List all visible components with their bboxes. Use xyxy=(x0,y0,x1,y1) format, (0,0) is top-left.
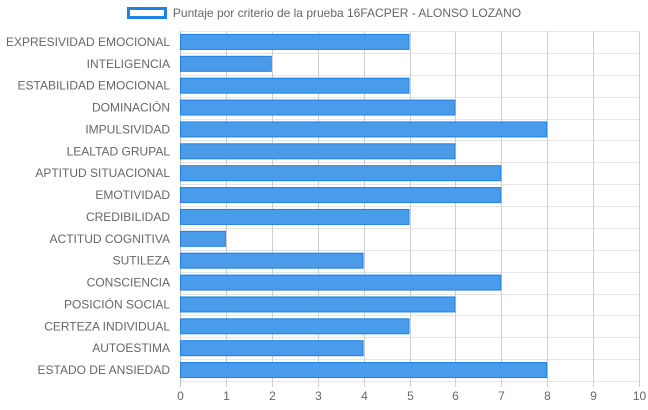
x-tick-label: 0 xyxy=(177,389,184,403)
category-label: SUTILEZA xyxy=(113,254,170,268)
bar[interactable] xyxy=(180,318,410,335)
x-tick-label: 9 xyxy=(590,389,597,403)
bar[interactable] xyxy=(180,362,548,379)
category-label: CONSCIENCIA xyxy=(87,276,170,290)
bar[interactable] xyxy=(180,121,548,138)
x-tick-label: 4 xyxy=(361,389,368,403)
category-label: ESTABILIDAD EMOCIONAL xyxy=(18,79,171,93)
bar[interactable] xyxy=(180,340,364,357)
bar[interactable] xyxy=(180,143,456,160)
x-tick-label: 6 xyxy=(452,389,459,403)
bar[interactable] xyxy=(180,33,410,50)
chart-legend[interactable]: Puntaje por criterio de la prueba 16FACP… xyxy=(0,6,648,20)
bar[interactable] xyxy=(180,55,272,72)
legend-swatch xyxy=(126,7,167,19)
category-label: CERTEZA INDIVIDUAL xyxy=(44,319,170,333)
x-tick-label: 1 xyxy=(223,389,230,403)
category-label: AUTOESTIMA xyxy=(92,341,170,355)
bar[interactable] xyxy=(180,208,410,225)
bar[interactable] xyxy=(180,274,502,291)
bar[interactable] xyxy=(180,165,502,182)
x-tick-label: 2 xyxy=(269,389,276,403)
category-label: INTELIGENCIA xyxy=(87,57,170,71)
category-label: APTITUD SITUACIONAL xyxy=(35,166,170,180)
category-label: LEALTAD GRUPAL xyxy=(67,144,171,158)
x-tick-label: 8 xyxy=(544,389,551,403)
x-tick-label: 5 xyxy=(407,389,414,403)
bar[interactable] xyxy=(180,77,410,94)
x-tick-label: 3 xyxy=(315,389,322,403)
bar[interactable] xyxy=(180,230,226,247)
bar[interactable] xyxy=(180,296,456,313)
category-label: ACTITUD COGNITIVA xyxy=(50,232,170,246)
legend-label: Puntaje por criterio de la prueba 16FACP… xyxy=(172,6,522,20)
category-label: DOMINACIÓN xyxy=(92,100,170,115)
category-label: EXPRESIVIDAD EMOCIONAL xyxy=(6,35,170,49)
x-tick-label: 10 xyxy=(633,389,647,403)
category-label: ESTADO DE ANSIEDAD xyxy=(38,363,171,377)
bar[interactable] xyxy=(180,99,456,116)
bar[interactable] xyxy=(180,252,364,269)
category-label: IMPULSIVIDAD xyxy=(85,122,170,136)
x-tick-label: 7 xyxy=(498,389,505,403)
category-label: POSICIÓN SOCIAL xyxy=(64,296,170,311)
category-label: CREDIBILIDAD xyxy=(86,210,170,224)
category-label: EMOTIVIDAD xyxy=(95,188,170,202)
bar[interactable] xyxy=(180,187,502,204)
